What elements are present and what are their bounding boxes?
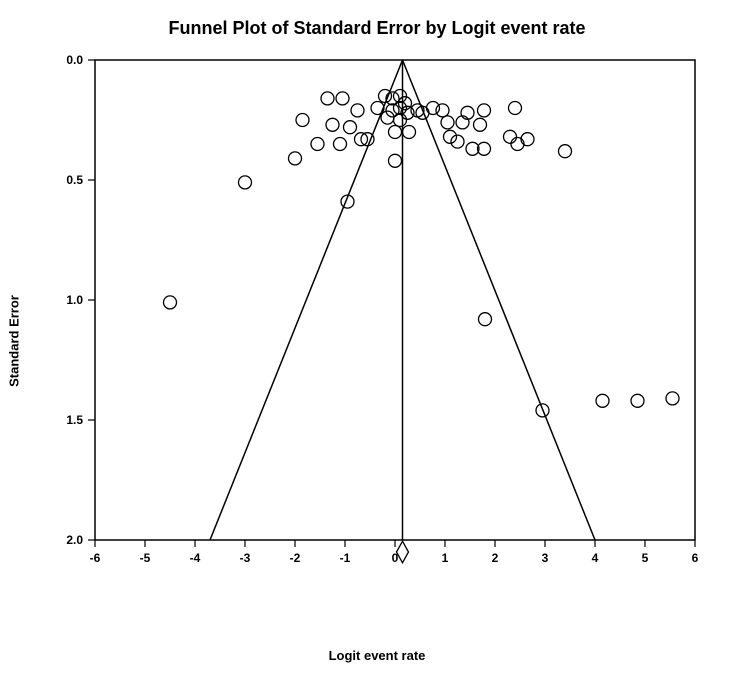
data-point [371, 102, 384, 115]
x-tick-label: -5 [140, 551, 151, 565]
data-point [427, 102, 440, 115]
y-tick-label: 0.5 [66, 173, 83, 187]
plot-area: -6-5-4-3-2-101234560.00.51.01.52.0 [0, 0, 754, 681]
y-tick-label: 0.0 [66, 53, 83, 67]
data-point [451, 135, 464, 148]
data-point [379, 90, 392, 103]
funnel-left-line [210, 60, 403, 540]
data-point [326, 118, 339, 131]
data-point [389, 126, 402, 139]
x-tick-label: 4 [592, 551, 599, 565]
data-point [478, 104, 491, 117]
x-tick-label: -4 [190, 551, 201, 565]
data-point [436, 104, 449, 117]
data-point [386, 104, 399, 117]
data-point [289, 152, 302, 165]
y-tick-label: 1.5 [66, 413, 83, 427]
x-tick-label: -3 [240, 551, 251, 565]
data-point [504, 130, 517, 143]
y-tick-label: 1.0 [66, 293, 83, 307]
data-point [389, 154, 402, 167]
data-point [296, 114, 309, 127]
data-point [239, 176, 252, 189]
data-point [511, 138, 524, 151]
data-point [479, 313, 492, 326]
data-point [351, 104, 364, 117]
data-point [509, 102, 522, 115]
y-tick-label: 2.0 [66, 533, 83, 547]
data-point [441, 116, 454, 129]
data-point [394, 90, 407, 103]
x-tick-label: 6 [692, 551, 699, 565]
x-tick-label: -6 [90, 551, 101, 565]
funnel-right-line [403, 60, 596, 540]
data-point [336, 92, 349, 105]
data-point [164, 296, 177, 309]
data-point [386, 92, 399, 105]
data-point [631, 394, 644, 407]
data-point [334, 138, 347, 151]
data-point [311, 138, 324, 151]
data-point [444, 130, 457, 143]
x-tick-label: -1 [340, 551, 351, 565]
data-point [394, 114, 407, 127]
x-tick-label: -2 [290, 551, 301, 565]
data-point [321, 92, 334, 105]
x-tick-label: 1 [442, 551, 449, 565]
data-point [559, 145, 572, 158]
data-point [474, 118, 487, 131]
x-tick-label: 3 [542, 551, 549, 565]
funnel-plot: Funnel Plot of Standard Error by Logit e… [0, 0, 754, 681]
data-point [403, 126, 416, 139]
data-point [344, 121, 357, 134]
data-point [596, 394, 609, 407]
data-point [666, 392, 679, 405]
x-tick-label: 5 [642, 551, 649, 565]
data-point [521, 133, 534, 146]
data-point [381, 111, 394, 124]
x-tick-label: 2 [492, 551, 499, 565]
